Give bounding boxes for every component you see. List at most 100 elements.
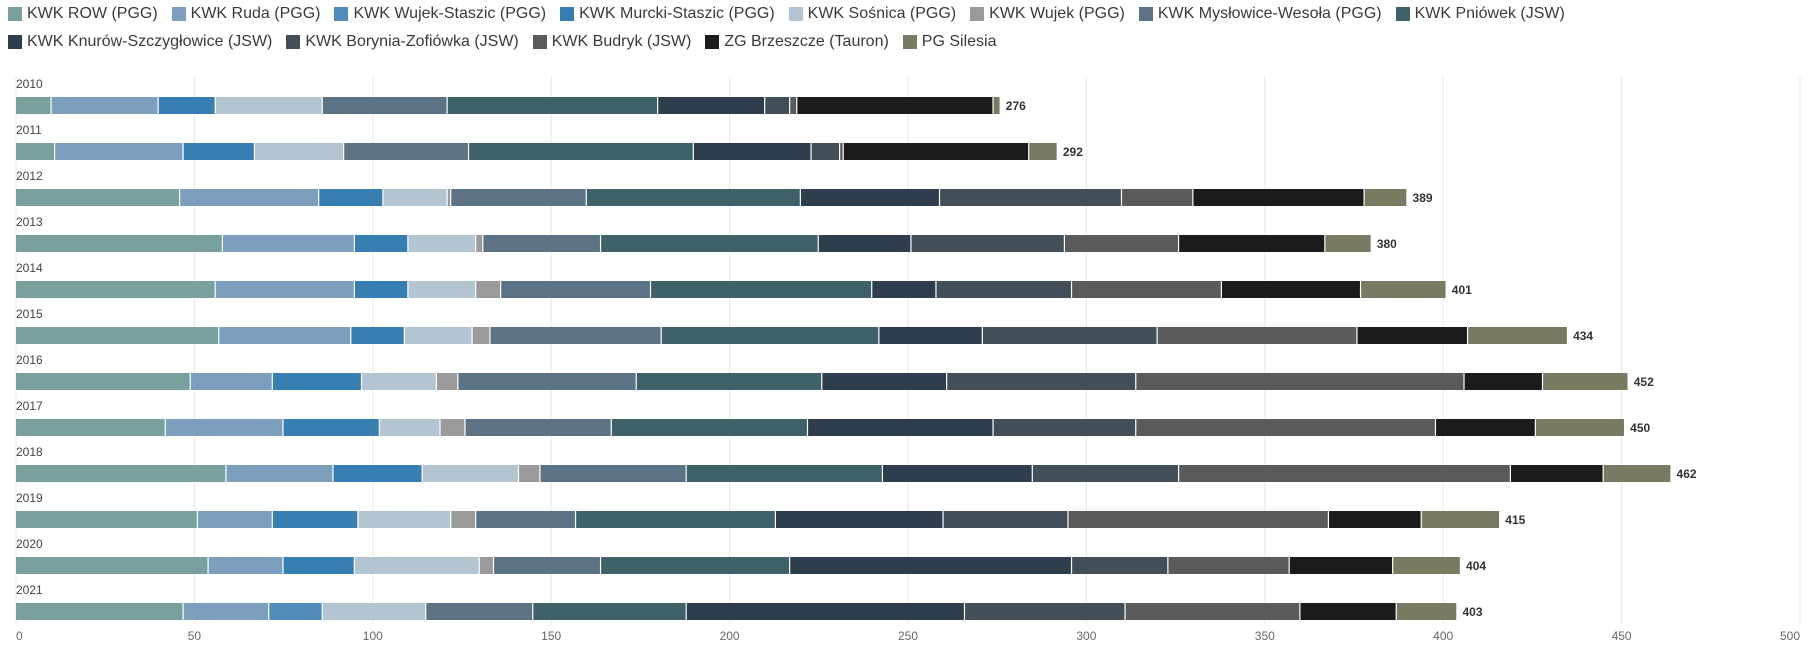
bar-segment[interactable]: [351, 327, 404, 344]
bar-segment[interactable]: [533, 603, 686, 620]
legend-item[interactable]: KWK ROW (PGG): [8, 4, 158, 24]
bar-segment[interactable]: [408, 281, 476, 298]
bar-segment[interactable]: [947, 373, 1136, 390]
bar-segment[interactable]: [686, 603, 964, 620]
bar-segment[interactable]: [1136, 419, 1435, 436]
bar-segment[interactable]: [469, 143, 693, 160]
bar-segment[interactable]: [190, 373, 272, 390]
bar-segment[interactable]: [16, 557, 208, 574]
bar-segment[interactable]: [576, 511, 775, 528]
bar-segment[interactable]: [283, 419, 379, 436]
bar-segment[interactable]: [1357, 327, 1467, 344]
legend-item[interactable]: KWK Knurów-Szczygłowice (JSW): [8, 32, 272, 52]
bar-segment[interactable]: [822, 373, 947, 390]
bar-segment[interactable]: [16, 465, 226, 482]
bar-segment[interactable]: [1393, 557, 1460, 574]
bar-segment[interactable]: [911, 235, 1064, 252]
bar-segment[interactable]: [800, 189, 939, 206]
bar-segment[interactable]: [344, 143, 468, 160]
bar-segment[interactable]: [1032, 465, 1178, 482]
bar-segment[interactable]: [51, 97, 158, 114]
bar-segment[interactable]: [1421, 511, 1500, 528]
bar-segment[interactable]: [1122, 189, 1193, 206]
bar-segment[interactable]: [1157, 327, 1357, 344]
legend-item[interactable]: KWK Pniówek (JSW): [1395, 4, 1565, 24]
bar-segment[interactable]: [16, 281, 215, 298]
bar-segment[interactable]: [16, 235, 222, 252]
bar-segment[interactable]: [1068, 511, 1328, 528]
bar-segment[interactable]: [447, 189, 451, 206]
bar-segment[interactable]: [490, 327, 661, 344]
bar-segment[interactable]: [1221, 281, 1360, 298]
bar-segment[interactable]: [879, 327, 982, 344]
bar-segment[interactable]: [1125, 603, 1300, 620]
bar-segment[interactable]: [1364, 189, 1407, 206]
bar-segment[interactable]: [333, 465, 422, 482]
bar-segment[interactable]: [422, 465, 518, 482]
bar-segment[interactable]: [379, 419, 440, 436]
bar-segment[interactable]: [1029, 143, 1057, 160]
bar-segment[interactable]: [1072, 281, 1221, 298]
bar-segment[interactable]: [483, 235, 600, 252]
bar-segment[interactable]: [358, 511, 451, 528]
bar-segment[interactable]: [354, 557, 479, 574]
bar-segment[interactable]: [447, 97, 658, 114]
bar-segment[interactable]: [451, 189, 586, 206]
bar-segment[interactable]: [215, 281, 354, 298]
bar-segment[interactable]: [1510, 465, 1603, 482]
bar-segment[interactable]: [16, 603, 183, 620]
legend-item[interactable]: KWK Ruda (PGG): [171, 4, 320, 24]
bar-segment[interactable]: [775, 511, 943, 528]
bar-segment[interactable]: [494, 557, 600, 574]
bar-segment[interactable]: [272, 511, 358, 528]
legend-item[interactable]: ZG Brzeszcze (Tauron): [705, 32, 889, 52]
bar-segment[interactable]: [1179, 235, 1325, 252]
bar-segment[interactable]: [765, 97, 790, 114]
bar-segment[interactable]: [426, 603, 533, 620]
legend-item[interactable]: KWK Borynia-Zofiówka (JSW): [286, 32, 519, 52]
bar-segment[interactable]: [322, 97, 447, 114]
bar-segment[interactable]: [408, 235, 476, 252]
bar-segment[interactable]: [790, 97, 797, 114]
bar-segment[interactable]: [993, 97, 1000, 114]
bar-segment[interactable]: [661, 327, 879, 344]
bar-segment[interactable]: [219, 327, 351, 344]
legend-item[interactable]: KWK Sośnica (PGG): [788, 4, 956, 24]
bar-segment[interactable]: [1436, 419, 1535, 436]
bar-segment[interactable]: [451, 511, 476, 528]
bar-segment[interactable]: [540, 465, 686, 482]
bar-segment[interactable]: [476, 511, 575, 528]
bar-segment[interactable]: [1464, 373, 1542, 390]
bar-segment[interactable]: [601, 557, 790, 574]
bar-segment[interactable]: [16, 97, 51, 114]
bar-segment[interactable]: [1300, 603, 1396, 620]
bar-segment[interactable]: [16, 419, 165, 436]
bar-segment[interactable]: [501, 281, 650, 298]
bar-segment[interactable]: [272, 373, 361, 390]
bar-segment[interactable]: [255, 143, 344, 160]
bar-segment[interactable]: [16, 189, 179, 206]
bar-segment[interactable]: [319, 189, 383, 206]
bar-segment[interactable]: [872, 281, 936, 298]
bar-segment[interactable]: [208, 557, 283, 574]
bar-segment[interactable]: [797, 97, 993, 114]
legend-item[interactable]: KWK Wujek (PGG): [970, 4, 1125, 24]
bar-segment[interactable]: [843, 143, 1029, 160]
bar-segment[interactable]: [1193, 189, 1364, 206]
bar-segment[interactable]: [1325, 235, 1371, 252]
bar-segment[interactable]: [1361, 281, 1446, 298]
bar-segment[interactable]: [354, 235, 408, 252]
legend-item[interactable]: KWK Wujek-Staszic (PGG): [334, 4, 546, 24]
bar-segment[interactable]: [1396, 603, 1457, 620]
legend-item[interactable]: PG Silesia: [902, 32, 997, 52]
bar-segment[interactable]: [16, 511, 197, 528]
bar-segment[interactable]: [476, 281, 501, 298]
bar-segment[interactable]: [322, 603, 426, 620]
bar-segment[interactable]: [982, 327, 1157, 344]
bar-segment[interactable]: [940, 189, 1121, 206]
bar-segment[interactable]: [440, 419, 465, 436]
bar-segment[interactable]: [808, 419, 993, 436]
bar-segment[interactable]: [1289, 557, 1393, 574]
legend-item[interactable]: KWK Murcki-Staszic (PGG): [560, 4, 775, 24]
bar-segment[interactable]: [16, 373, 190, 390]
